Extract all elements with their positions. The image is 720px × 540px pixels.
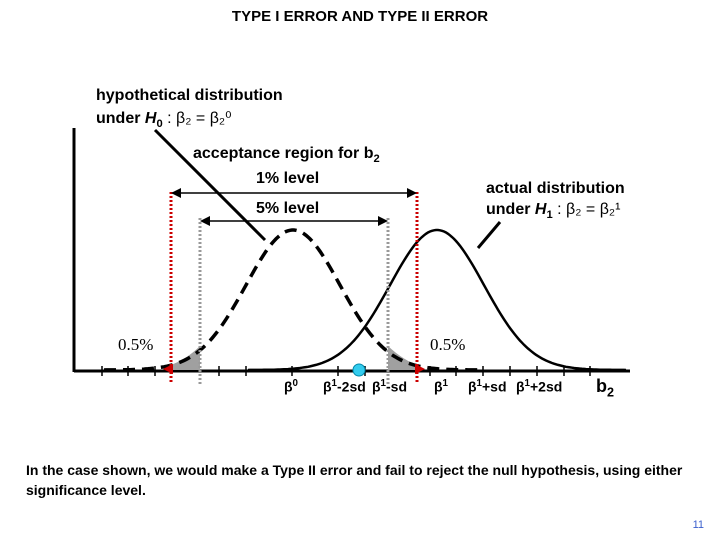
- h0-label-line2: under H0 : β₂ = β₂⁰: [96, 110, 232, 131]
- h1-label-line2: under H1 : β₂ = β₂¹: [486, 201, 621, 222]
- left-tail-shade: [168, 346, 200, 370]
- page-title: TYPE I ERROR AND TYPE II ERROR: [231, 8, 489, 25]
- h0-label-line1: hypothetical distribution: [96, 87, 283, 104]
- level-1pct-label: 1% level: [256, 170, 320, 187]
- critical-marker-left: [163, 364, 173, 374]
- tick-label-minus2sd: β1-2sd: [323, 378, 366, 395]
- tick-label-minussd: β1-sd: [372, 378, 407, 395]
- acceptance-region-label: acceptance region for b2: [193, 145, 380, 166]
- h0-distribution-curve: [103, 228, 483, 372]
- caption: In the case shown, we would make a Type …: [26, 462, 683, 498]
- critical-marker-right: [415, 364, 425, 374]
- arrow-1pct: [171, 188, 417, 198]
- tick-label-plussd: β1+sd: [468, 378, 507, 395]
- arrow-5pct: [200, 216, 388, 226]
- tick-label-beta0: β0: [284, 378, 298, 395]
- tick-label-beta1: β1: [434, 378, 448, 395]
- x-axis-ticks: [101, 366, 591, 376]
- h1-label-line1: actual distribution: [486, 180, 625, 197]
- level-5pct-label: 5% level: [256, 200, 320, 217]
- right-tail-label: 0.5%: [430, 335, 466, 354]
- left-tail-label: 0.5%: [118, 335, 154, 354]
- h1-distribution-curve: [247, 228, 627, 372]
- estimate-marker: [352, 363, 366, 377]
- h0-pointer-line: [153, 128, 267, 242]
- page-number: 11: [692, 519, 704, 531]
- tick-label-plus2sd: β1+2sd: [516, 378, 563, 395]
- h1-pointer-line: [476, 221, 502, 249]
- x-axis-variable: b2: [596, 376, 615, 400]
